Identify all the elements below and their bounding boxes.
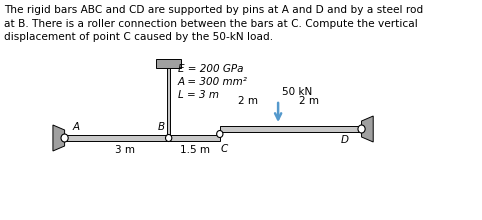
Polygon shape	[156, 59, 181, 68]
Text: 2 m: 2 m	[238, 96, 257, 106]
Circle shape	[217, 130, 223, 138]
Text: A: A	[73, 122, 80, 132]
Circle shape	[61, 134, 68, 142]
Text: D: D	[341, 135, 349, 145]
Text: B: B	[158, 122, 165, 132]
Polygon shape	[362, 116, 373, 142]
Text: 3 m: 3 m	[115, 145, 134, 155]
Circle shape	[165, 134, 172, 141]
Text: The rigid bars ABC and CD are supported by pins at A and D and by a steel rod
at: The rigid bars ABC and CD are supported …	[4, 5, 424, 42]
Circle shape	[358, 125, 365, 133]
Text: 2 m: 2 m	[299, 96, 319, 106]
Text: 1.5 m: 1.5 m	[180, 145, 210, 155]
Polygon shape	[167, 68, 171, 136]
Polygon shape	[220, 126, 362, 132]
Polygon shape	[53, 125, 65, 151]
Text: C: C	[221, 144, 228, 154]
Text: E = 200 GPa: E = 200 GPa	[178, 64, 243, 74]
Polygon shape	[65, 135, 220, 141]
Text: A = 300 mm²: A = 300 mm²	[178, 77, 248, 87]
Text: L = 3 m: L = 3 m	[178, 90, 219, 100]
Text: 50 kN: 50 kN	[281, 87, 312, 97]
